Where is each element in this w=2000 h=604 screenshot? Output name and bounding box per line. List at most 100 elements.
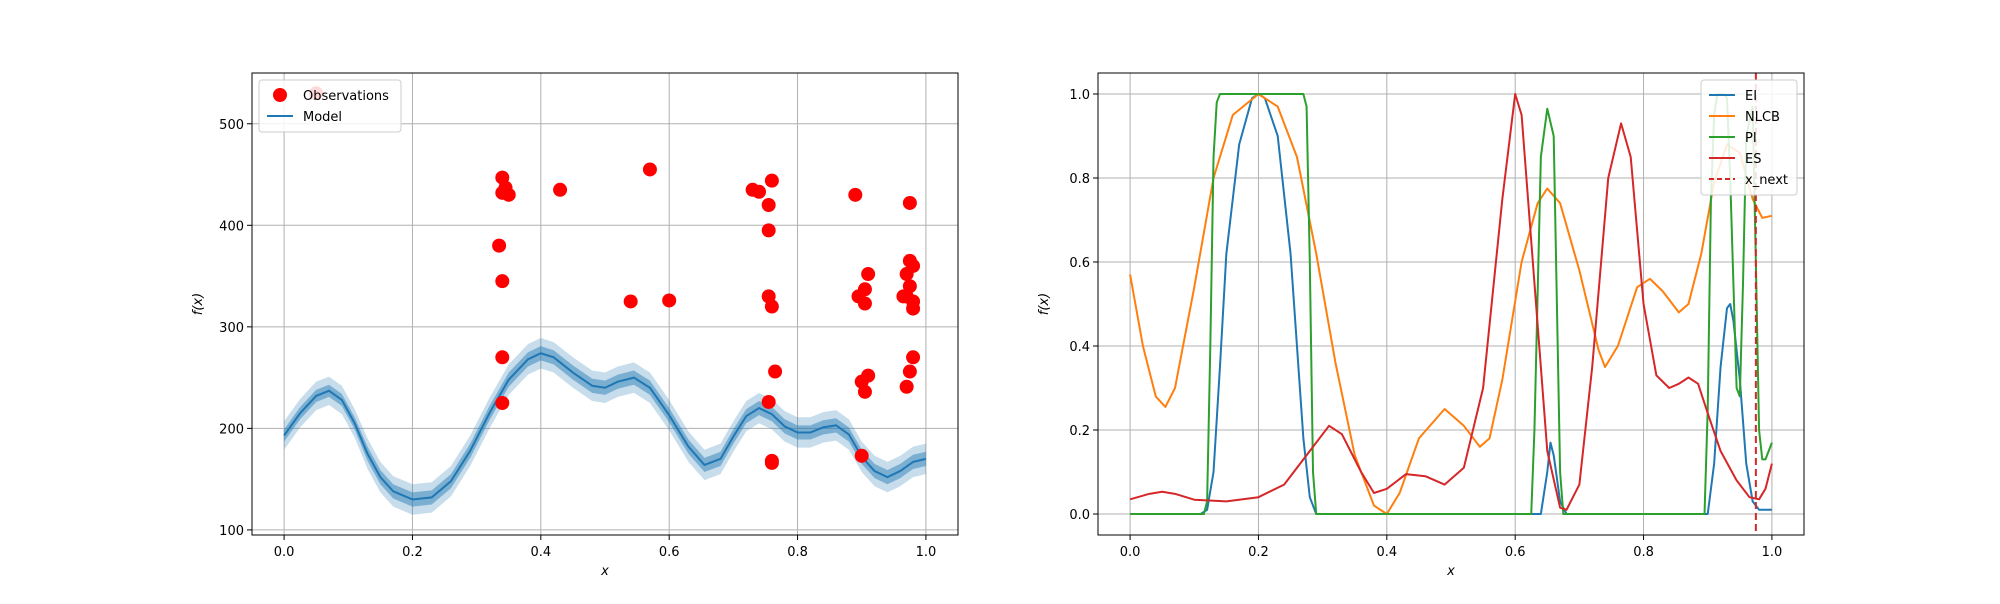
y-tick-label: 300 [219, 321, 244, 336]
y-tick: 500 [219, 118, 252, 133]
observation-point [861, 267, 876, 282]
model-band [284, 338, 926, 515]
y-tick: 400 [219, 219, 252, 234]
x-tick: 0.2 [402, 535, 423, 560]
grid [1098, 73, 1804, 535]
observation-point [848, 187, 863, 202]
observation-point [761, 198, 776, 212]
legend-label: Observations [303, 89, 389, 104]
x-tick: 0.6 [1505, 535, 1526, 560]
x-tick-label: 0.2 [1248, 545, 1269, 560]
x-tick: 0.0 [1120, 535, 1141, 560]
x-tick-label: 1.0 [916, 545, 937, 560]
y-tick-label: 1.0 [1069, 88, 1090, 103]
observation-point [854, 448, 869, 463]
observation-point [495, 396, 510, 410]
y-ticks: 0.0 0.2 0.4 0.6 0.8 1.0 [1069, 88, 1098, 523]
model-band-outer [284, 338, 926, 515]
x-tick-label: 0.8 [1633, 545, 1654, 560]
model-line [283, 352, 927, 501]
y-tick: 300 [219, 321, 252, 336]
y-axis-label: f(x) [191, 293, 206, 315]
y-tick: 0.0 [1069, 508, 1098, 523]
legend: EI NLCB PI ES x_next [1700, 79, 1798, 196]
legend-label: EI [1745, 89, 1757, 104]
observation-point [899, 379, 914, 394]
legend-label: x_next [1745, 173, 1788, 188]
x-ticks: 0.0 0.2 0.4 0.6 0.8 1.0 [1120, 535, 1782, 560]
x-tick-label: 0.4 [1376, 545, 1397, 560]
x-tick: 0.0 [274, 535, 295, 560]
observation-point [492, 238, 507, 253]
x-tick-label: 0.2 [402, 545, 423, 560]
x-tick: 0.8 [1633, 535, 1654, 560]
observation-point [899, 267, 914, 282]
legend-item: EI [1709, 89, 1757, 104]
x-tick: 0.6 [659, 535, 680, 560]
observation-point [764, 299, 779, 314]
observation-point [761, 223, 776, 238]
x-tick-label: 0.4 [530, 545, 551, 560]
observation-point [764, 455, 779, 470]
y-tick-label: 0.2 [1069, 424, 1090, 439]
y-ticks: 100 200 300 400 500 [219, 118, 252, 539]
observation-point [857, 296, 872, 311]
x-tick: 0.8 [787, 535, 808, 560]
y-axis-label: f(x) [1037, 293, 1052, 315]
x-axis-label: x [1446, 564, 1455, 579]
x-tick: 1.0 [916, 535, 937, 560]
x-tick-label: 0.6 [1505, 545, 1526, 560]
x-tick-label: 0.0 [274, 545, 295, 560]
observation-point [906, 350, 921, 365]
legend-box [258, 79, 402, 133]
acquisition-functions-chart: 0.0 0.2 0.4 0.6 0.8 1.0 0.00.20.40.60.81.0 x … [1037, 72, 1805, 579]
y-tick: 100 [219, 524, 252, 539]
observation-point [752, 184, 767, 199]
y-tick: 0.6 [1069, 256, 1098, 271]
observation-point [553, 182, 568, 197]
observation-point [761, 394, 776, 409]
series-lines [1129, 93, 1773, 515]
legend-label: Model [303, 110, 342, 125]
model-band-inner [284, 346, 926, 507]
plot-frame [1097, 72, 1805, 536]
observation-point [642, 162, 657, 177]
y-tick-label: 0.6 [1069, 256, 1090, 271]
observation-point [501, 187, 516, 202]
y-tick: 0.4 [1069, 340, 1098, 355]
y-tick: 1.0 [1069, 88, 1098, 103]
x-ticks: 0.0 0.2 0.4 0.6 0.8 1.0 [274, 535, 937, 560]
legend-label: ES [1745, 152, 1761, 167]
observation-point [906, 301, 921, 316]
observation-point [662, 293, 677, 308]
y-tick-label: 0.0 [1069, 508, 1090, 523]
x-axis-label: x [600, 564, 609, 579]
y-tick-label: 100 [219, 524, 244, 539]
observation-point [495, 274, 510, 289]
y-tick-label: 200 [219, 422, 244, 437]
x-tick: 0.2 [1248, 535, 1269, 560]
legend-box [1700, 79, 1798, 196]
x-tick-label: 0.0 [1120, 545, 1141, 560]
series-ei [1130, 93, 1772, 515]
x-tick: 0.4 [530, 535, 551, 560]
legend: Observations Model [258, 79, 402, 133]
observations-model-chart: 0.0 0.2 0.4 0.6 0.8 1.0 100 200 300 400 500 x f(x… [191, 72, 959, 579]
y-tick: 200 [219, 422, 252, 437]
y-tick-label: 400 [219, 219, 244, 234]
x-tick-label: 0.8 [787, 545, 808, 560]
series-pi [1130, 93, 1773, 515]
legend-label: PI [1745, 131, 1757, 146]
y-tick: 0.2 [1069, 424, 1098, 439]
observation-point [902, 195, 917, 210]
observation-point [764, 173, 779, 188]
y-tick-label: 0.4 [1069, 340, 1090, 355]
y-tick-label: 0.8 [1069, 172, 1090, 187]
y-tick-label: 500 [219, 118, 244, 133]
model-series [283, 352, 927, 501]
legend-marker [273, 88, 287, 102]
legend-item: NLCB [1709, 110, 1780, 125]
legend-item: x_next [1709, 173, 1788, 188]
x-tick-label: 0.6 [659, 545, 680, 560]
series-es [1129, 93, 1773, 511]
